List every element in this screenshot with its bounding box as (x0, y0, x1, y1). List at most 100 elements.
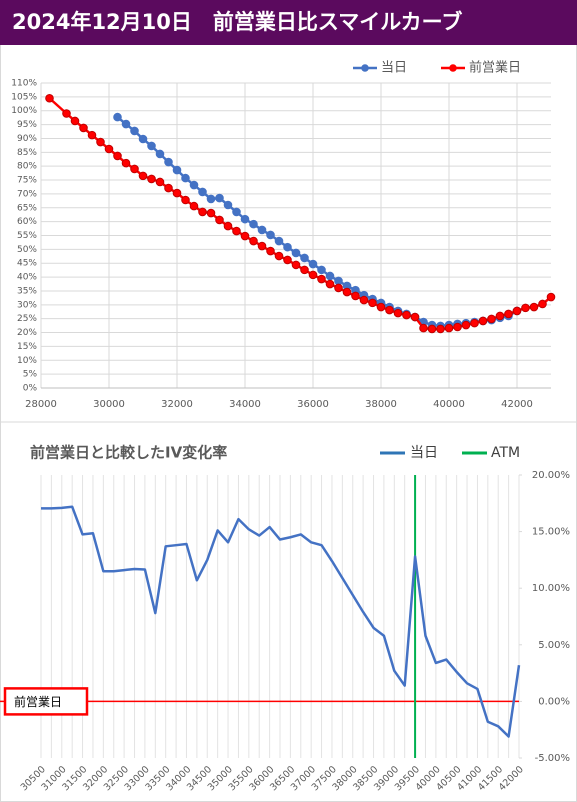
data-point (113, 151, 122, 161)
data-point (376, 302, 386, 312)
data-point (215, 215, 224, 225)
data-point (223, 221, 233, 231)
data-point (113, 112, 122, 122)
data-point (393, 308, 403, 318)
data-point (266, 230, 275, 240)
y-tick-label: 10.00% (532, 583, 570, 594)
x-tick-label: 42000 (501, 399, 533, 410)
data-point (478, 316, 488, 326)
data-point (198, 187, 207, 197)
y-tick-label: 25% (17, 314, 37, 324)
data-point (130, 126, 139, 136)
data-point (351, 291, 360, 301)
x-tick-label: 32000 (161, 399, 193, 410)
data-point (274, 236, 284, 246)
data-point (121, 158, 131, 168)
data-point (359, 295, 369, 305)
data-point (325, 279, 335, 289)
data-point (461, 320, 471, 330)
data-point (198, 207, 207, 217)
data-point (155, 177, 165, 187)
x-tick-label: 34000 (229, 399, 261, 410)
y-tick-label: -5.00% (535, 753, 570, 764)
data-point (266, 246, 275, 256)
data-point (325, 271, 335, 281)
data-point (342, 287, 352, 297)
data-point (70, 116, 80, 126)
y-tick-label: 10% (17, 356, 37, 366)
x-tick-label: 30000 (93, 399, 125, 410)
data-point (189, 180, 199, 190)
data-point (164, 183, 173, 193)
data-point (453, 322, 462, 332)
data-point (249, 236, 258, 246)
data-point (172, 165, 182, 175)
y-tick-label: 80% (17, 162, 37, 172)
data-point (419, 323, 428, 333)
data-point (495, 311, 505, 321)
data-point (232, 226, 241, 236)
y-tick-label: 45% (17, 259, 37, 269)
data-point (283, 255, 292, 265)
x-tick-label: 38000 (365, 399, 397, 410)
data-point (181, 173, 190, 183)
y-tick-label: 95% (17, 120, 37, 130)
y-tick-label: 0.00% (538, 696, 570, 707)
data-point (164, 157, 173, 167)
data-point (283, 242, 292, 252)
data-point (257, 241, 267, 251)
data-point (402, 310, 411, 320)
data-point (257, 225, 267, 235)
data-point (291, 260, 301, 270)
data-point (317, 265, 326, 275)
y-tick-label: 100% (11, 106, 37, 116)
data-point (155, 149, 165, 159)
y-tick-label: 15.00% (532, 527, 570, 538)
data-point (130, 164, 139, 174)
data-point (172, 188, 182, 198)
header-bar (0, 0, 577, 45)
data-point (249, 219, 258, 229)
baseline-box (3, 687, 89, 716)
data-point (147, 141, 156, 151)
data-point (206, 194, 216, 204)
data-point (385, 305, 394, 315)
y-tick-label: 50% (17, 245, 37, 255)
data-point (368, 298, 377, 308)
data-point (232, 207, 241, 217)
data-point (410, 312, 420, 322)
data-point (504, 309, 513, 319)
y-tick-label: 105% (11, 92, 37, 102)
data-point (240, 214, 250, 224)
legend-marker (449, 64, 457, 72)
y-tick-label: 20.00% (532, 470, 570, 481)
data-point (487, 314, 496, 324)
data-point (291, 248, 301, 258)
y-tick-label: 20% (17, 328, 37, 338)
y-tick-label: 110% (11, 79, 37, 89)
y-tick-label: 35% (17, 286, 37, 296)
y-tick-label: 15% (17, 342, 37, 352)
data-point (308, 270, 318, 280)
data-point (300, 253, 309, 263)
data-point (300, 265, 309, 275)
y-tick-label: 5% (23, 370, 38, 380)
legend-marker (361, 64, 369, 72)
data-point (436, 324, 445, 334)
y-tick-label: 5.00% (538, 640, 570, 651)
y-tick-label: 70% (17, 189, 37, 199)
y-tick-label: 65% (17, 203, 37, 213)
data-point (104, 144, 114, 154)
data-point (79, 123, 88, 133)
data-point (96, 137, 105, 147)
data-point (470, 318, 479, 328)
data-point (206, 208, 216, 218)
y-tick-label: 0% (23, 384, 38, 394)
x-tick-label: 28000 (25, 399, 57, 410)
y-tick-label: 75% (17, 176, 37, 186)
data-point (512, 306, 522, 316)
y-tick-label: 40% (17, 273, 37, 283)
data-point (181, 195, 190, 205)
